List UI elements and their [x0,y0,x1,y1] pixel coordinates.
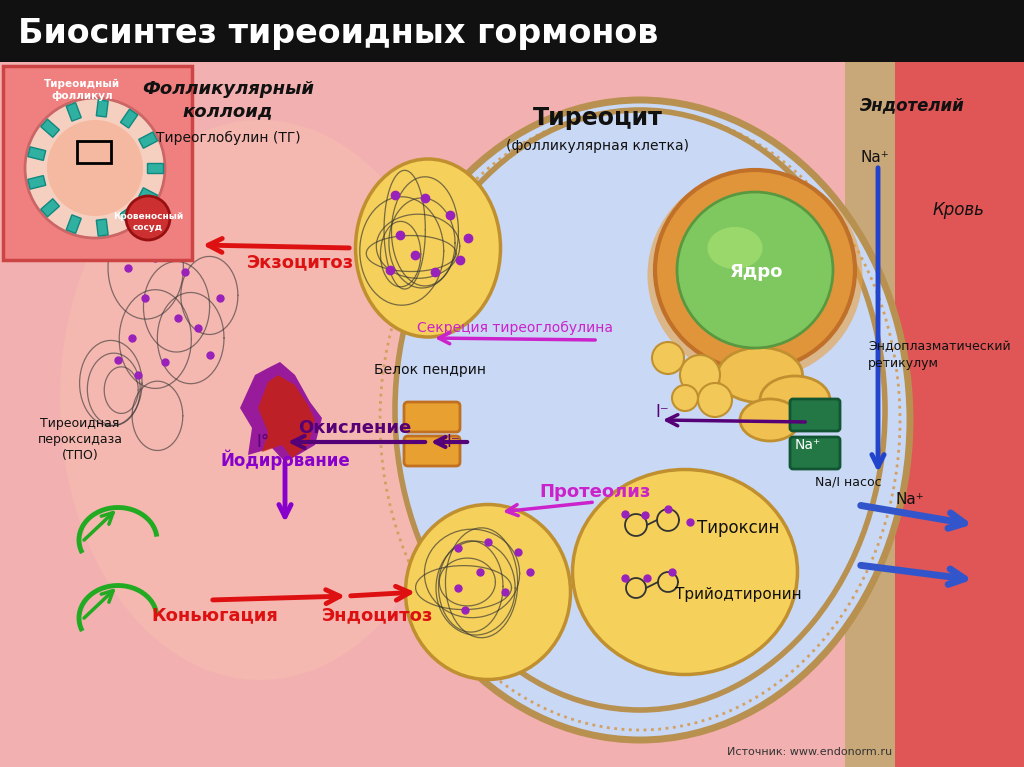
Ellipse shape [740,399,800,441]
Polygon shape [121,109,138,128]
Text: Тиреоглобулин (ТГ): Тиреоглобулин (ТГ) [156,131,300,145]
Text: I⁻: I⁻ [446,433,460,451]
Text: Эндоплазматический
ретикулум: Эндоплазматический ретикулум [868,341,1011,370]
Polygon shape [258,375,315,458]
Text: Протеолиз: Протеолиз [540,483,650,501]
Text: Фолликулярный
коллоид: Фолликулярный коллоид [142,80,314,120]
Ellipse shape [708,227,763,269]
Polygon shape [240,362,322,462]
Text: Эндоцитоз: Эндоцитоз [323,606,434,624]
FancyBboxPatch shape [880,62,1024,767]
Text: Белок пендрин: Белок пендрин [374,363,486,377]
Polygon shape [67,103,81,121]
Polygon shape [138,188,158,204]
Polygon shape [147,163,163,173]
Polygon shape [28,176,46,189]
Polygon shape [28,146,46,160]
Text: Na⁺: Na⁺ [795,438,821,452]
Ellipse shape [760,376,830,424]
Ellipse shape [718,347,803,403]
Ellipse shape [60,120,460,680]
Circle shape [47,120,143,216]
FancyBboxPatch shape [0,0,1024,62]
Ellipse shape [395,110,885,710]
Polygon shape [96,100,109,117]
Text: Экзоцитоз: Экзоцитоз [247,253,353,271]
Circle shape [677,192,833,348]
Text: Тиреоидный
фолликул: Тиреоидный фолликул [44,79,120,100]
Polygon shape [41,119,59,137]
Ellipse shape [406,505,570,680]
Circle shape [698,383,732,417]
FancyBboxPatch shape [790,399,840,431]
Text: Секреция тиреоглобулина: Секреция тиреоглобулина [417,321,613,335]
Text: (фолликулярная клетка): (фолликулярная клетка) [507,139,689,153]
FancyBboxPatch shape [0,62,1024,767]
Text: Na/I насос: Na/I насос [815,476,882,489]
Text: Биосинтез тиреоидных гормонов: Биосинтез тиреоидных гормонов [18,18,658,51]
Text: Тиреоидная
пероксидаза
(ТПО): Тиреоидная пероксидаза (ТПО) [38,417,123,463]
Circle shape [672,385,698,411]
Circle shape [652,342,684,374]
Ellipse shape [370,100,910,740]
Text: Коньюгация: Коньюгация [152,606,279,624]
Text: Эндотелий: Эндотелий [859,96,965,114]
Circle shape [680,355,720,395]
Polygon shape [41,199,59,217]
Polygon shape [121,208,138,227]
Ellipse shape [647,170,862,380]
Circle shape [25,98,165,238]
Text: Кровь: Кровь [932,201,984,219]
Circle shape [655,170,855,370]
Text: Тиреоцит: Тиреоцит [534,106,663,130]
FancyBboxPatch shape [845,62,895,767]
Ellipse shape [355,159,501,337]
Text: Трийодтиронин: Трийодтиронин [675,588,802,603]
Text: I⁻: I⁻ [655,403,669,421]
Text: I°: I° [256,433,269,451]
Text: Йодирование: Йодирование [220,449,350,470]
FancyBboxPatch shape [790,437,840,469]
Text: Окисление: Окисление [298,419,412,437]
Polygon shape [67,215,81,233]
Text: Na⁺: Na⁺ [860,150,890,166]
Text: Кровеносный
сосуд: Кровеносный сосуд [113,212,183,232]
Polygon shape [138,132,158,148]
Circle shape [126,196,170,240]
Ellipse shape [572,469,798,674]
Text: Na⁺: Na⁺ [896,492,925,508]
Text: Ядро: Ядро [730,263,783,281]
FancyBboxPatch shape [3,66,193,260]
FancyBboxPatch shape [404,436,460,466]
Text: Источник: www.endonorm.ru: Источник: www.endonorm.ru [727,747,893,757]
FancyBboxPatch shape [404,402,460,432]
Text: Тироксин: Тироксин [696,519,779,537]
Polygon shape [96,219,109,236]
